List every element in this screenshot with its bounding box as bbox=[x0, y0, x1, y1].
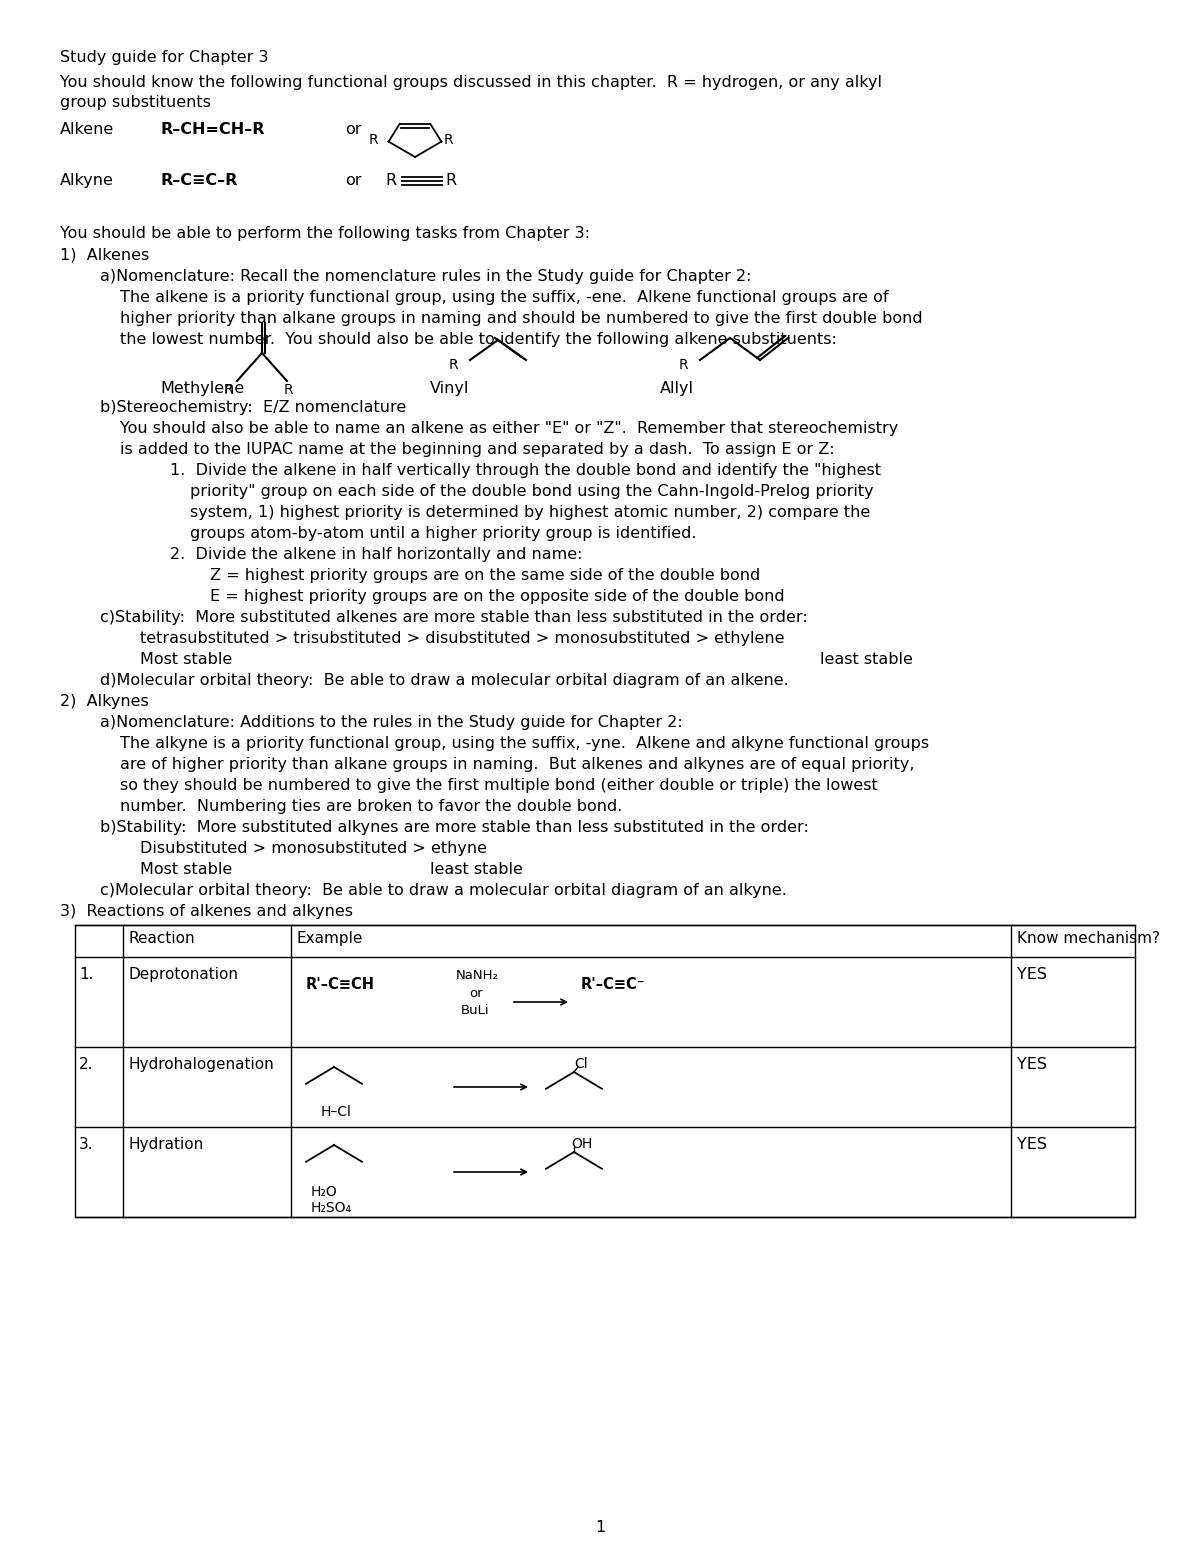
Text: Deprotonation: Deprotonation bbox=[130, 968, 239, 981]
Text: higher priority than alkane groups in naming and should be numbered to give the : higher priority than alkane groups in na… bbox=[120, 311, 923, 326]
Text: H₂O: H₂O bbox=[311, 1185, 337, 1199]
Text: R: R bbox=[678, 359, 688, 373]
Text: E = highest priority groups are on the opposite side of the double bond: E = highest priority groups are on the o… bbox=[210, 589, 785, 604]
Text: Hydrohalogenation: Hydrohalogenation bbox=[130, 1058, 275, 1072]
Text: Allyl: Allyl bbox=[660, 380, 694, 396]
Text: R: R bbox=[445, 172, 456, 188]
Text: a)Nomenclature: Additions to the rules in the Study guide for Chapter 2:: a)Nomenclature: Additions to the rules i… bbox=[100, 714, 683, 730]
Text: R'–C≡CH: R'–C≡CH bbox=[306, 977, 374, 992]
Text: least stable: least stable bbox=[820, 652, 913, 666]
Text: R–CH=CH–R: R–CH=CH–R bbox=[160, 123, 264, 137]
Text: 1: 1 bbox=[595, 1520, 605, 1534]
Text: Z = highest priority groups are on the same side of the double bond: Z = highest priority groups are on the s… bbox=[210, 568, 761, 582]
Text: R: R bbox=[449, 359, 458, 373]
Text: R: R bbox=[444, 132, 454, 146]
Text: R–C≡C–R: R–C≡C–R bbox=[160, 172, 238, 188]
Text: the lowest number.  You should also be able to identify the following alkene sub: the lowest number. You should also be ab… bbox=[120, 332, 836, 346]
Text: or: or bbox=[346, 172, 361, 188]
Text: is added to the IUPAC name at the beginning and separated by a dash.  To assign : is added to the IUPAC name at the beginn… bbox=[120, 443, 835, 457]
Text: 3.: 3. bbox=[79, 1137, 94, 1152]
Text: 2)  Alkynes: 2) Alkynes bbox=[60, 694, 149, 710]
Text: YES: YES bbox=[1018, 968, 1046, 981]
Text: groups atom-by-atom until a higher priority group is identified.: groups atom-by-atom until a higher prior… bbox=[190, 526, 696, 540]
Text: H₂SO₄: H₂SO₄ bbox=[311, 1200, 352, 1214]
Text: Know mechanism?: Know mechanism? bbox=[1018, 930, 1160, 946]
Text: 2.: 2. bbox=[79, 1058, 94, 1072]
Text: d)Molecular orbital theory:  Be able to draw a molecular orbital diagram of an a: d)Molecular orbital theory: Be able to d… bbox=[100, 672, 788, 688]
Bar bbox=[74, 926, 1135, 1218]
Text: Most stable: Most stable bbox=[140, 652, 233, 666]
Text: R: R bbox=[368, 132, 379, 146]
Text: system, 1) highest priority is determined by highest atomic number, 2) compare t: system, 1) highest priority is determine… bbox=[190, 505, 870, 520]
Text: least stable: least stable bbox=[430, 862, 523, 877]
Text: The alkene is a priority functional group, using the suffix, -ene.  Alkene funct: The alkene is a priority functional grou… bbox=[120, 290, 888, 304]
Text: so they should be numbered to give the first multiple bond (either double or tri: so they should be numbered to give the f… bbox=[120, 778, 877, 794]
Text: Vinyl: Vinyl bbox=[430, 380, 469, 396]
Text: OH: OH bbox=[571, 1137, 593, 1151]
Text: You should be able to perform the following tasks from Chapter 3:: You should be able to perform the follow… bbox=[60, 227, 590, 241]
Text: b)Stability:  More substituted alkynes are more stable than less substituted in : b)Stability: More substituted alkynes ar… bbox=[100, 820, 809, 836]
Text: Disubstituted > monosubstituted > ethyne: Disubstituted > monosubstituted > ethyne bbox=[140, 842, 487, 856]
Text: are of higher priority than alkane groups in naming.  But alkenes and alkynes ar: are of higher priority than alkane group… bbox=[120, 756, 914, 772]
Text: H–Cl: H–Cl bbox=[322, 1106, 352, 1120]
Text: Cl: Cl bbox=[574, 1058, 588, 1072]
Text: Most stable: Most stable bbox=[140, 862, 233, 877]
Text: Alkene: Alkene bbox=[60, 123, 114, 137]
Text: Hydration: Hydration bbox=[130, 1137, 204, 1152]
Text: Methylene: Methylene bbox=[160, 380, 245, 396]
Text: Alkyne: Alkyne bbox=[60, 172, 114, 188]
Text: Example: Example bbox=[298, 930, 364, 946]
Text: c)Molecular orbital theory:  Be able to draw a molecular orbital diagram of an a: c)Molecular orbital theory: Be able to d… bbox=[100, 884, 787, 898]
Text: BuLi: BuLi bbox=[461, 1003, 490, 1017]
Text: You should know the following functional groups discussed in this chapter.  R = : You should know the following functional… bbox=[60, 75, 882, 90]
Text: 2.  Divide the alkene in half horizontally and name:: 2. Divide the alkene in half horizontall… bbox=[170, 547, 582, 562]
Text: R: R bbox=[224, 384, 234, 398]
Text: number.  Numbering ties are broken to favor the double bond.: number. Numbering ties are broken to fav… bbox=[120, 798, 623, 814]
Text: You should also be able to name an alkene as either "E" or "Z".  Remember that s: You should also be able to name an alken… bbox=[120, 421, 899, 436]
Text: b)Stereochemistry:  E/Z nomenclature: b)Stereochemistry: E/Z nomenclature bbox=[100, 401, 407, 415]
Text: c)Stability:  More substituted alkenes are more stable than less substituted in : c)Stability: More substituted alkenes ar… bbox=[100, 610, 808, 624]
Text: 1)  Alkenes: 1) Alkenes bbox=[60, 248, 149, 262]
Text: R'–C≡C⁻: R'–C≡C⁻ bbox=[581, 977, 646, 992]
Text: 1.: 1. bbox=[79, 968, 94, 981]
Text: NaNH₂: NaNH₂ bbox=[456, 969, 499, 981]
Text: 3)  Reactions of alkenes and alkynes: 3) Reactions of alkenes and alkynes bbox=[60, 904, 353, 919]
Text: R: R bbox=[284, 384, 294, 398]
Text: or: or bbox=[346, 123, 361, 137]
Text: YES: YES bbox=[1018, 1137, 1046, 1152]
Text: Study guide for Chapter 3: Study guide for Chapter 3 bbox=[60, 50, 269, 65]
Text: R: R bbox=[385, 172, 396, 188]
Text: a)Nomenclature: Recall the nomenclature rules in the Study guide for Chapter 2:: a)Nomenclature: Recall the nomenclature … bbox=[100, 269, 751, 284]
Text: tetrasubstituted > trisubstituted > disubstituted > monosubstituted > ethylene: tetrasubstituted > trisubstituted > disu… bbox=[140, 631, 785, 646]
Text: 1.  Divide the alkene in half vertically through the double bond and identify th: 1. Divide the alkene in half vertically … bbox=[170, 463, 881, 478]
Text: or: or bbox=[469, 988, 482, 1000]
Text: priority" group on each side of the double bond using the Cahn-Ingold-Prelog pri: priority" group on each side of the doub… bbox=[190, 485, 874, 499]
Text: Reaction: Reaction bbox=[130, 930, 196, 946]
Text: group substituents: group substituents bbox=[60, 95, 211, 110]
Text: The alkyne is a priority functional group, using the suffix, -yne.  Alkene and a: The alkyne is a priority functional grou… bbox=[120, 736, 929, 752]
Text: YES: YES bbox=[1018, 1058, 1046, 1072]
